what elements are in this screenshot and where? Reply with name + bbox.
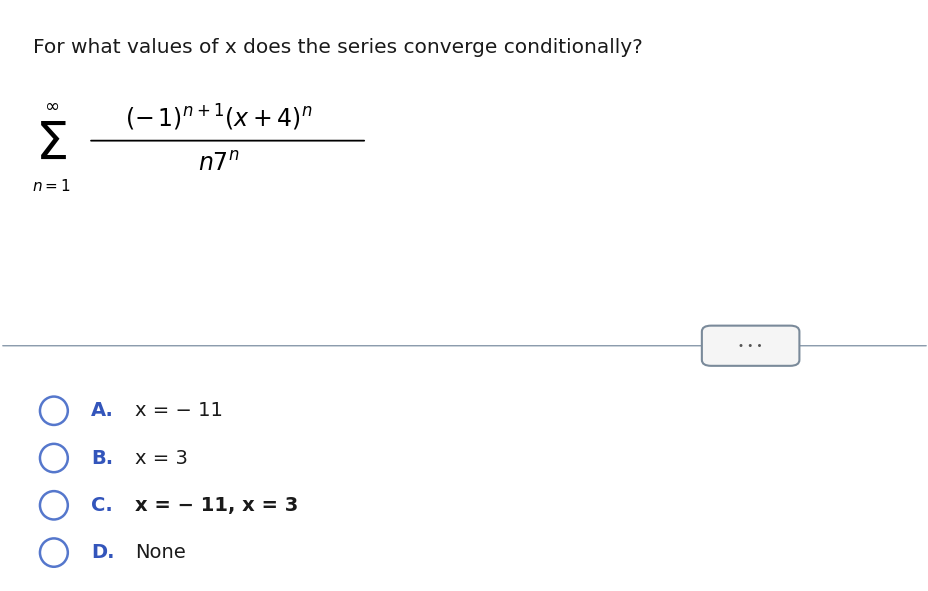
Text: x = 3: x = 3 bbox=[135, 449, 187, 467]
Text: A.: A. bbox=[91, 401, 114, 420]
Text: $n=1$: $n=1$ bbox=[32, 178, 71, 194]
Text: $\infty$: $\infty$ bbox=[44, 98, 58, 115]
Text: x = − 11: x = − 11 bbox=[135, 401, 223, 420]
Text: For what values of x does the series converge conditionally?: For what values of x does the series con… bbox=[32, 38, 641, 57]
Text: • • •: • • • bbox=[738, 341, 762, 350]
Text: C.: C. bbox=[91, 496, 112, 515]
Text: B.: B. bbox=[91, 449, 113, 467]
Text: $n7^n$: $n7^n$ bbox=[198, 152, 238, 176]
Text: $\Sigma$: $\Sigma$ bbox=[35, 119, 67, 171]
Text: $(-\,1)^{n+1}(x+4)^n$: $(-\,1)^{n+1}(x+4)^n$ bbox=[124, 103, 312, 134]
Text: D.: D. bbox=[91, 543, 114, 562]
Text: None: None bbox=[135, 543, 186, 562]
Text: x = − 11, x = 3: x = − 11, x = 3 bbox=[135, 496, 298, 515]
